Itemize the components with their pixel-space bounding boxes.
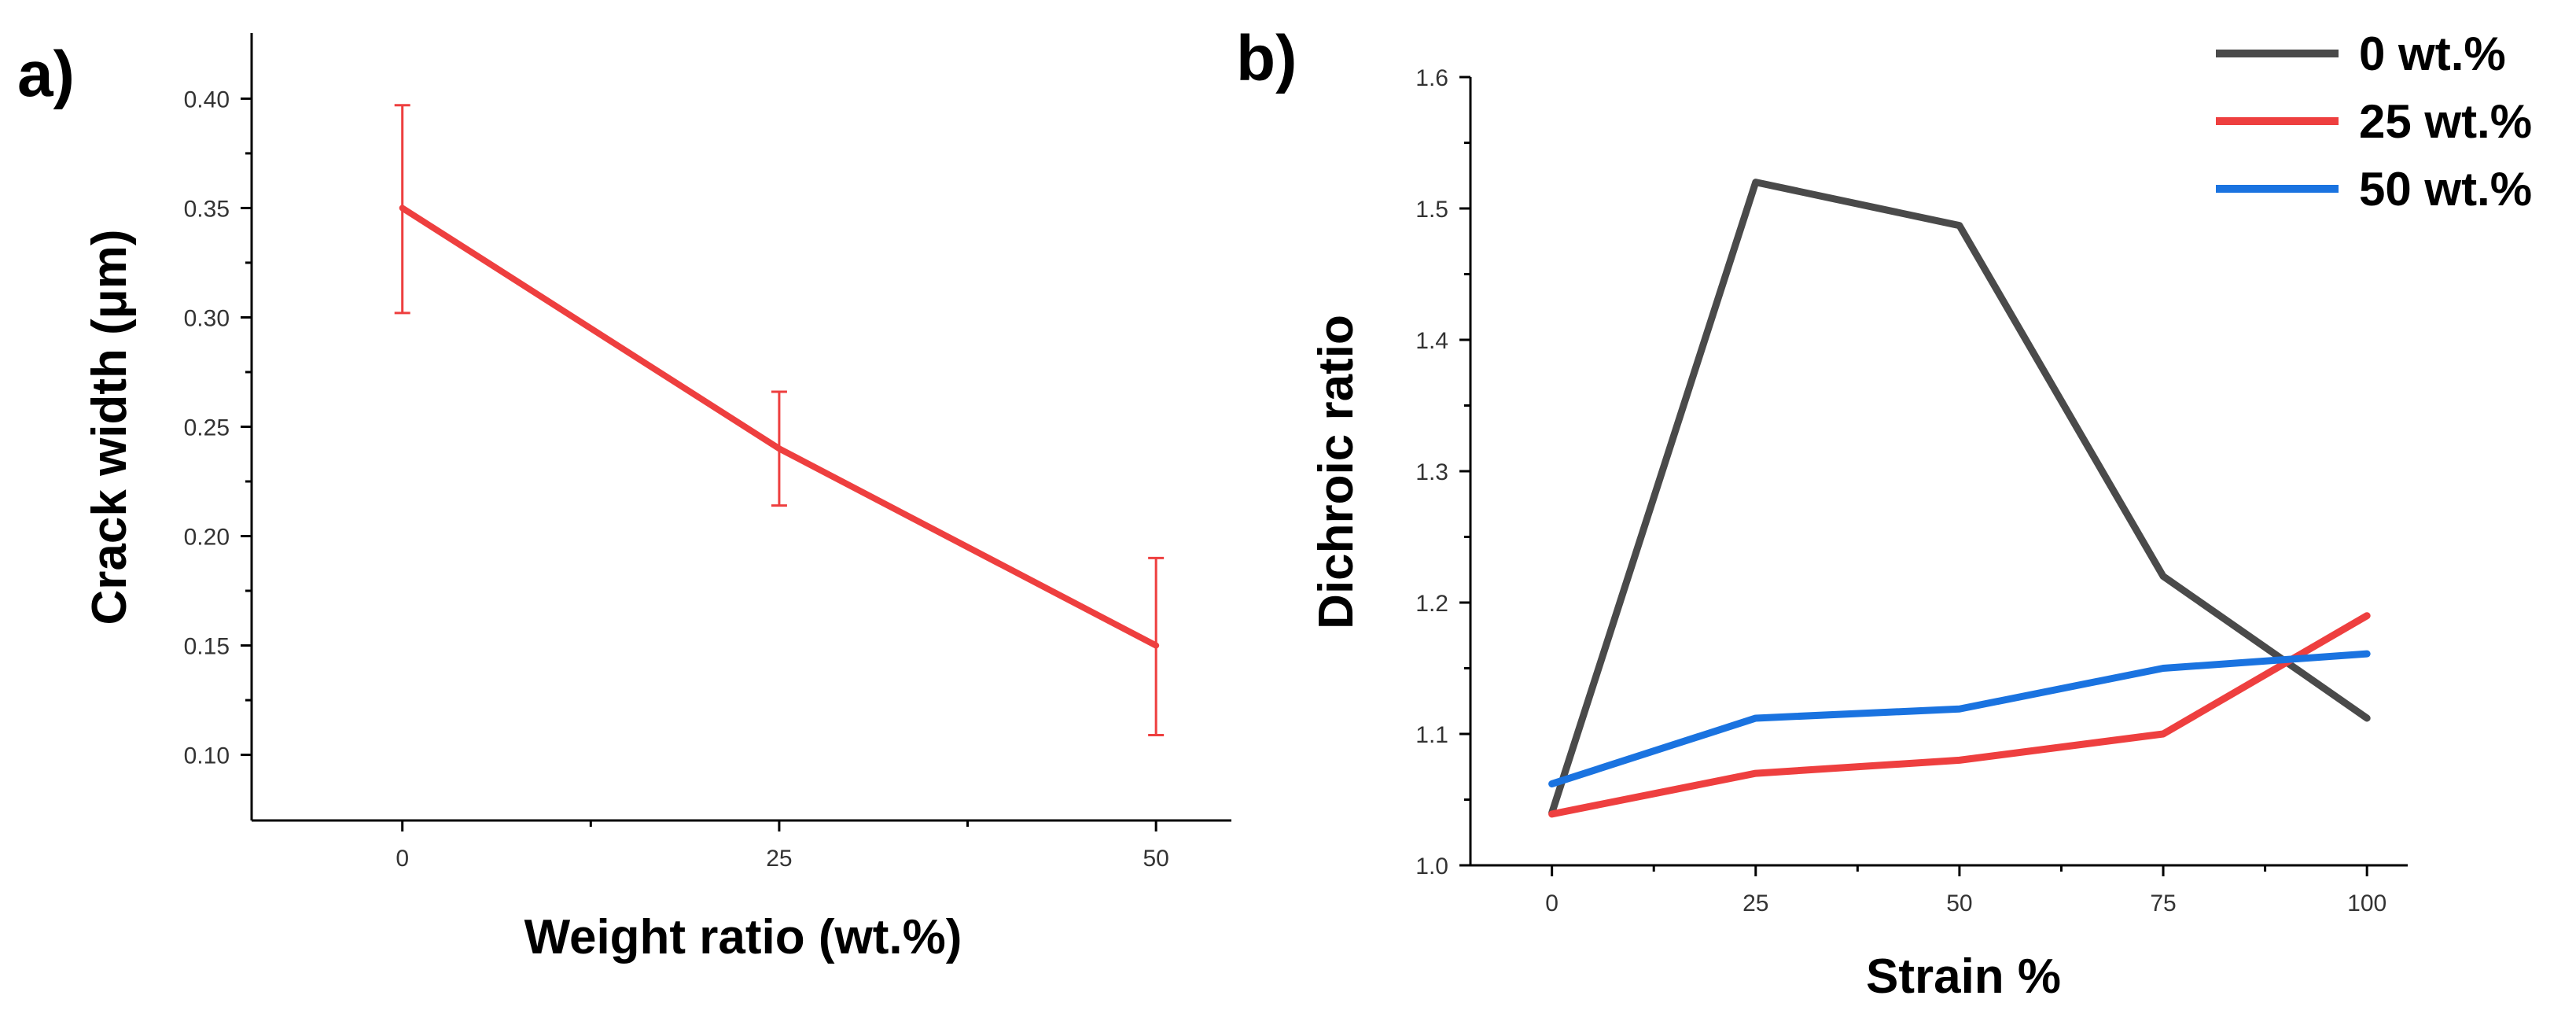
legend-label: 0 wt.%: [2359, 28, 2506, 80]
x-tick-label: 0: [396, 846, 409, 872]
panel-a-y-label: Crack width (μm): [83, 230, 137, 625]
y-tick-label: 1.6: [1415, 65, 1448, 91]
y-tick-label: 0.10: [184, 743, 230, 769]
y-tick-label: 1.2: [1415, 591, 1448, 617]
panel-b-label: b): [1236, 23, 1297, 94]
y-tick-label: 1.3: [1415, 459, 1448, 485]
panel-a-error-bars: [394, 104, 1165, 737]
x-tick-label: 50: [1143, 846, 1168, 872]
x-tick-label: 100: [2347, 890, 2386, 916]
legend-label: 50 wt.%: [2359, 163, 2532, 216]
y-tick-label: 0.20: [184, 525, 230, 551]
x-tick-label: 75: [2150, 890, 2176, 916]
series-line-25-wt-: [1548, 612, 2371, 818]
x-tick-label: 25: [1742, 890, 1768, 916]
series-line-0-wt-: [1548, 179, 2371, 817]
y-tick-label: 1.4: [1415, 328, 1448, 354]
x-tick-label: 25: [766, 846, 792, 872]
y-tick-label: 0.30: [184, 305, 230, 331]
y-tick-label: 0.40: [184, 87, 230, 112]
y-tick-label: 0.35: [184, 196, 230, 222]
panel-a-x-label: Weight ratio (wt.%): [524, 910, 962, 964]
panel-a-y-ticks: 0.10 0.15 0.20 0.25 0.30 0.35 0.40: [184, 87, 252, 769]
panel-b-y-label: Dichroic ratio: [1309, 315, 1363, 629]
x-tick-label: 0: [1545, 890, 1558, 916]
series-line-50-wt-: [1548, 650, 2371, 787]
panel-b-series: [1548, 179, 2371, 818]
x-tick-label: 50: [1946, 890, 1972, 916]
panel-b-y-ticks: 1.0 1.1 1.2 1.3 1.4 1.5 1.6: [1415, 65, 1470, 879]
panel-a: a) 0.10 0.15 0.20 0.25 0.30 0.35 0.40 0 25 50 We…: [17, 33, 1231, 964]
legend-label: 25 wt.%: [2359, 95, 2532, 148]
panel-b-legend: 0 wt.% 25 wt.% 50 wt.%: [2216, 28, 2532, 216]
y-tick-label: 1.0: [1415, 854, 1448, 879]
panel-a-x-ticks: 0 25 50: [396, 820, 1169, 872]
y-tick-label: 0.25: [184, 415, 230, 441]
panel-a-label: a): [17, 39, 75, 110]
y-tick-label: 0.15: [184, 634, 230, 660]
series-line-crack-width: [399, 205, 1160, 649]
y-tick-label: 1.5: [1415, 197, 1448, 223]
panel-b-x-label: Strain %: [1866, 949, 2061, 1004]
y-tick-label: 1.1: [1415, 722, 1448, 748]
panel-b-x-ticks: 0 25 50 75 100: [1545, 865, 2386, 916]
panel-a-series: [399, 205, 1160, 649]
panel-b: b) 1.0 1.1 1.2 1.3 1.4 1.5 1.6 0 25 50 75 100 Stra…: [1236, 23, 2532, 1004]
